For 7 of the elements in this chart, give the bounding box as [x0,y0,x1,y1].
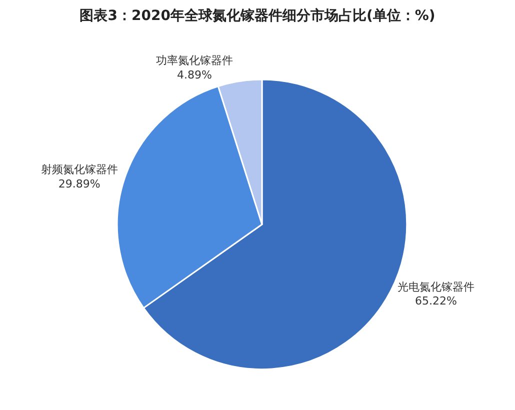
chart-title: 图表3：2020年全球氮化镓器件细分市场占比(单位：%) [80,7,436,24]
slice-label: 射频氮化镓器件 [40,163,118,176]
slice-label: 光电氮化镓器件 [397,280,474,294]
data-label: 4.89% [177,68,212,82]
data-label: 29.89% [58,177,100,190]
data-label: 65.22% [414,294,457,308]
slice-label: 功率氮化镓器件 [156,54,233,68]
